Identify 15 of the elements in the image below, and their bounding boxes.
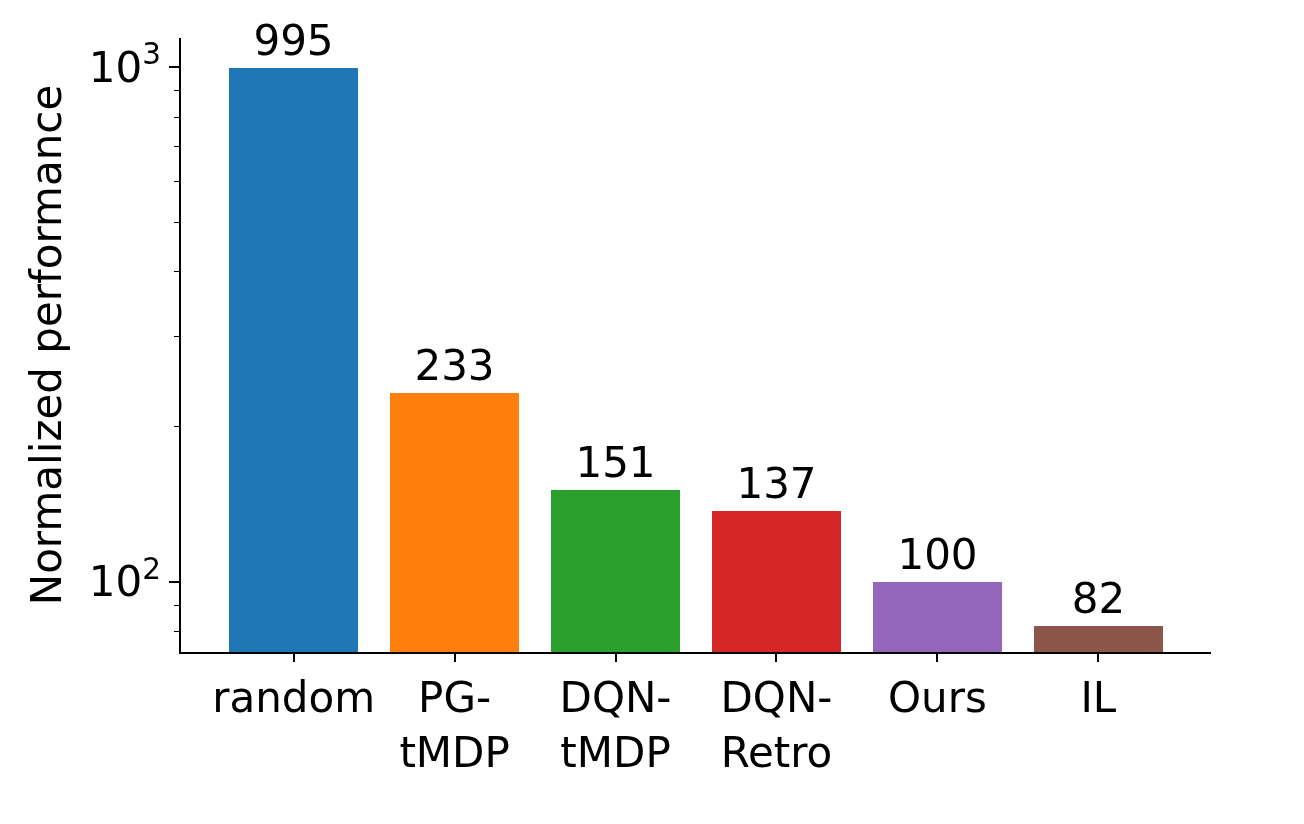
x-tick-label: IL — [1080, 673, 1117, 723]
data-label: 82 — [1071, 574, 1126, 623]
x-tick-label: PG- tMDP — [399, 673, 510, 777]
data-label: 995 — [253, 16, 334, 65]
data-label: 137 — [736, 459, 817, 508]
data-label: 233 — [414, 341, 495, 390]
y-tick-label: 10$^{2}$ — [88, 551, 161, 607]
x-tick-label: DQN- tMDP — [559, 673, 672, 777]
y-tick-label: 10$^{3}$ — [88, 37, 161, 92]
y-axis-title: Normalized performance — [21, 84, 71, 606]
x-tick-label: DQN- Retro — [720, 673, 833, 777]
data-label: 100 — [897, 530, 978, 579]
x-tick-label: Ours — [888, 673, 987, 723]
x-tick-label: random — [212, 673, 376, 723]
data-label: 151 — [575, 438, 656, 487]
